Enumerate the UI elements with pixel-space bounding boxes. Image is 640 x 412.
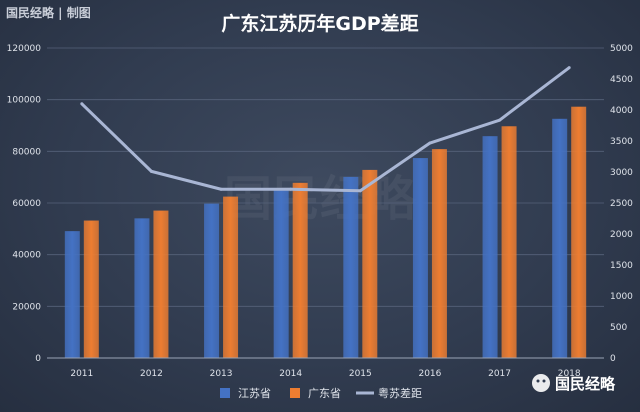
axis-layer: 0 20000 40000 60000 80000 100000 120000 0 500 100…: [7, 44, 634, 379]
bar-广东省-2016: [431, 149, 447, 358]
legend-swatch: [220, 388, 230, 398]
left-axis-tick-label: 20000: [12, 302, 41, 312]
right-axis-tick-label: 4500: [610, 75, 633, 85]
right-axis-tick-label: 4000: [610, 106, 633, 116]
left-axis-tick-label: 120000: [7, 44, 42, 54]
line-point: [567, 66, 571, 70]
wechat-icon-eye-right: [542, 379, 546, 383]
bar-广东省-2017: [501, 126, 517, 358]
source-tag: 国民经略 | 制图: [6, 5, 91, 20]
bar-江苏省-2015: [343, 176, 359, 358]
right-axis-tick-label: 2500: [610, 199, 633, 209]
legend-label: 粤苏差距: [378, 386, 422, 400]
bar-江苏省-2012: [134, 218, 150, 358]
left-axis-tick-label: 80000: [12, 147, 41, 157]
chart-title: 广东江苏历年GDP差距: [221, 12, 418, 35]
x-axis-tick-label: 2013: [210, 369, 233, 379]
right-axis-tick-label: 500: [610, 323, 627, 333]
grid-layer: [47, 47, 604, 359]
bar-layer: [64, 106, 587, 358]
x-axis-tick-label: 2015: [349, 369, 372, 379]
x-axis-tick-label: 2014: [279, 369, 302, 379]
line-layer: [80, 66, 571, 193]
bar-广东省-2014: [292, 182, 308, 358]
x-axis-tick-label: 2016: [418, 369, 441, 379]
line-point: [498, 118, 502, 122]
right-axis-tick-label: 1500: [610, 261, 633, 271]
right-axis-tick-label: 2000: [610, 230, 633, 240]
x-axis-tick-label: 2018: [558, 369, 581, 379]
wechat-badge: 国民经略: [532, 374, 616, 393]
line-point: [219, 187, 223, 191]
bar-广东省-2012: [153, 210, 169, 358]
bar-江苏省-2016: [412, 158, 428, 358]
bar-广东省-2013: [223, 196, 239, 358]
wechat-icon: [532, 374, 550, 392]
x-axis-tick-label: 2012: [140, 369, 163, 379]
line-point: [80, 102, 84, 106]
wechat-icon-eye-left: [536, 379, 540, 383]
legend-label: 江苏省: [238, 387, 271, 400]
right-axis-tick-label: 0: [610, 354, 616, 364]
left-axis-tick-label: 60000: [12, 199, 41, 209]
wechat-badge-label: 国民经略: [555, 375, 616, 393]
bar-江苏省-2017: [482, 136, 498, 358]
line-point: [289, 187, 293, 191]
left-axis-tick-label: 0: [35, 354, 41, 364]
left-axis-tick-label: 40000: [12, 251, 41, 261]
right-axis-tick-label: 3500: [610, 137, 633, 147]
bar-广东省-2018: [571, 106, 587, 358]
right-axis-tick-label: 5000: [610, 44, 633, 54]
line-point: [149, 169, 153, 173]
line-point: [428, 141, 432, 145]
bar-江苏省-2011: [64, 231, 80, 358]
bar-江苏省-2014: [273, 189, 289, 358]
legend-swatch: [290, 388, 300, 398]
x-axis-tick-label: 2011: [70, 369, 93, 379]
right-axis-tick-label: 1000: [610, 292, 633, 302]
x-axis-tick-label: 2017: [488, 369, 511, 379]
bar-广东省-2015: [362, 169, 378, 358]
right-axis-tick-label: 3000: [610, 168, 633, 178]
left-axis-tick-label: 100000: [7, 96, 42, 106]
legend-label: 广东省: [308, 387, 341, 400]
line-粤苏差距: [80, 66, 571, 193]
line-point: [358, 189, 362, 193]
bar-广东省-2011: [83, 220, 99, 358]
watermark: 国民经略: [224, 171, 417, 227]
legend: 江苏省 广东省 粤苏差距: [220, 386, 422, 400]
bar-江苏省-2018: [552, 118, 568, 358]
bar-江苏省-2013: [204, 203, 220, 358]
